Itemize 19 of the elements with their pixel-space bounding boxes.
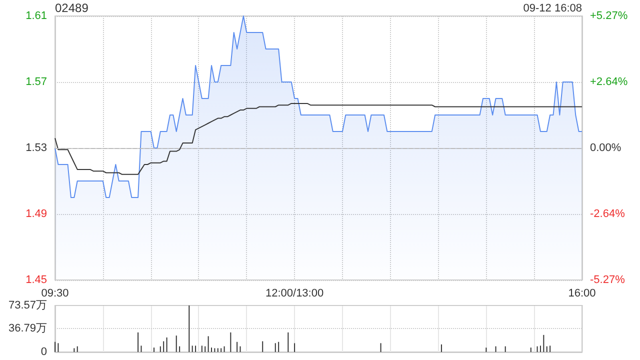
y-tick-label: 1.45 — [26, 274, 47, 286]
text: 09-12 16:08 — [523, 2, 582, 14]
y2-tick-label: 0.00% — [590, 142, 622, 154]
y-tick-label: 73.57万 — [8, 300, 47, 312]
y2-tick-label: +2.64% — [590, 76, 628, 88]
y-tick-label: 1.57 — [26, 76, 47, 88]
y2-tick-label: -2.64% — [590, 208, 626, 220]
chart-title: 02489 — [55, 1, 89, 15]
y-tick-label: 0 — [40, 346, 47, 358]
y-tick-label: 1.49 — [26, 208, 47, 220]
y-tick-label: 1.61 — [26, 10, 47, 22]
y-tick-label: 36.79万 — [8, 322, 47, 335]
line-series — [54, 102, 582, 175]
y2-tick-label: +5.27% — [590, 10, 628, 22]
x-tick-label: 09:30 — [41, 288, 69, 300]
y-tick-label: 1.53 — [26, 142, 47, 154]
y2-tick-label: -5.27% — [590, 274, 626, 286]
x-tick-label: 12:00/13:00 — [265, 288, 324, 300]
x-tick-label: 16:00 — [568, 288, 596, 300]
